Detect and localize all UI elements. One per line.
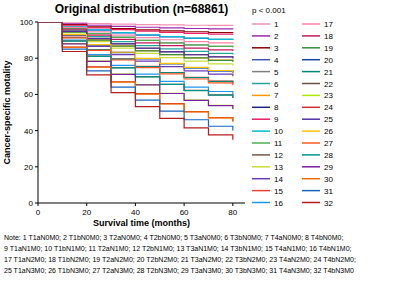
x-tick-label: 80 (228, 208, 237, 217)
y-tick (35, 94, 38, 95)
legend-label: 16 (274, 199, 283, 208)
x-tick (86, 203, 87, 206)
legend-label: 22 (324, 80, 333, 89)
legend-label: 30 (324, 175, 333, 184)
y-tick-label: 40 (24, 127, 33, 136)
legend-label: 12 (274, 151, 283, 160)
legend-label: 14 (274, 175, 283, 184)
legend-label: 7 (274, 91, 279, 100)
legend-label: 21 (324, 68, 333, 77)
note: 9 T1aN1M0; 10 T1bN1M0; 11 T2aN1M0; 12 T2… (4, 245, 352, 252)
legend-label: 8 (274, 103, 279, 112)
legend-swatch (252, 130, 270, 132)
legend-label: 9 (274, 115, 279, 124)
legend-label: 29 (324, 163, 333, 172)
x-tick-label: 40 (131, 208, 140, 217)
legend-label: 23 (324, 91, 333, 100)
legend-swatch (252, 178, 270, 180)
legend-label: 3 (274, 44, 279, 53)
legend-swatch (302, 71, 320, 73)
legend-label: 18 (324, 32, 333, 41)
legend-swatch (302, 107, 320, 109)
legend-label: 4 (274, 56, 279, 65)
legend-label: 10 (274, 127, 283, 136)
legend-swatch (302, 23, 320, 25)
legend-swatch (252, 107, 270, 109)
legend-swatch (302, 166, 320, 168)
annotation: p < 0.001 (252, 6, 286, 15)
x-tick (232, 203, 233, 206)
legend-label: 20 (324, 56, 333, 65)
x-tick-label: 20 (82, 208, 91, 217)
survival-curve (38, 22, 233, 140)
y-tick-label: 60 (24, 90, 33, 99)
legend-swatch (302, 47, 320, 49)
legend-label: 27 (324, 139, 333, 148)
curves (38, 22, 233, 140)
chart: Original distribution (n=68861) p < 0.001… (0, 0, 400, 281)
y-tick (35, 130, 38, 131)
legend-label: 5 (274, 68, 279, 77)
legend-label: 31 (324, 187, 333, 196)
legend-swatch (252, 118, 270, 120)
legend-label: 15 (274, 187, 283, 196)
legend-label: 32 (324, 199, 333, 208)
x-tick (38, 203, 39, 206)
y-label: Cancer-specific motality (2, 60, 12, 164)
legend-label: 25 (324, 115, 333, 124)
legend-swatch (252, 166, 270, 168)
legend-swatch (252, 71, 270, 73)
legend-swatch (252, 83, 270, 85)
y-tick (35, 166, 38, 167)
legend-swatch (252, 154, 270, 156)
note: 25 T1aN3M0; 26 T1bN3M0; 27 T2aN3M0; 28 T… (4, 267, 354, 274)
note: Note: 1 T1aN0M0; 2 T1bN0M0; 3 T2aN0M0; 4… (4, 234, 343, 241)
legend-swatch (302, 59, 320, 61)
legend-swatch (252, 202, 270, 204)
y-axis (38, 22, 39, 203)
legend-swatch (252, 35, 270, 37)
legend-swatch (302, 142, 320, 144)
legend-swatch (302, 83, 320, 85)
legend-swatch (252, 142, 270, 144)
legend-label: 28 (324, 151, 333, 160)
legend-label: 6 (274, 80, 279, 89)
legend-swatch (252, 95, 270, 97)
legend-swatch (302, 95, 320, 97)
x-tick-label: 60 (180, 208, 189, 217)
y-tick-label: 100 (20, 18, 34, 27)
y-tick (35, 58, 38, 59)
legend-label: 19 (324, 44, 333, 53)
legend-swatch (302, 118, 320, 120)
legend-swatch (252, 47, 270, 49)
legend-swatch (302, 154, 320, 156)
survival-curve (38, 22, 233, 131)
legend-swatch (252, 190, 270, 192)
x-tick-label: 0 (36, 208, 41, 217)
legend-label: 13 (274, 163, 283, 172)
y-tick-label: 20 (24, 163, 33, 172)
legend-swatch (252, 59, 270, 61)
legend-label: 2 (274, 32, 279, 41)
legend-label: 17 (324, 20, 333, 29)
note: 17 T1aN2M0; 18 T1bN2M0; 19 T2aN2M0; 20 T… (4, 256, 356, 263)
legend-label: 24 (324, 103, 333, 112)
x-tick (184, 203, 185, 206)
y-tick-label: 0 (29, 199, 34, 208)
legend-swatch (302, 190, 320, 192)
legend-swatch (302, 178, 320, 180)
legend-swatch (302, 202, 320, 204)
legend-swatch (302, 130, 320, 132)
y-tick (35, 22, 38, 23)
x-label: Survival time (months) (93, 218, 190, 228)
legend-label: 1 (274, 20, 279, 29)
legend-swatch (252, 23, 270, 25)
legend-swatch (302, 35, 320, 37)
legend-label: 26 (324, 127, 333, 136)
title: Original distribution (n=68861) (55, 2, 229, 16)
x-axis (38, 203, 245, 204)
y-tick-label: 80 (24, 54, 33, 63)
x-tick (135, 203, 136, 206)
legend-label: 11 (274, 139, 283, 148)
